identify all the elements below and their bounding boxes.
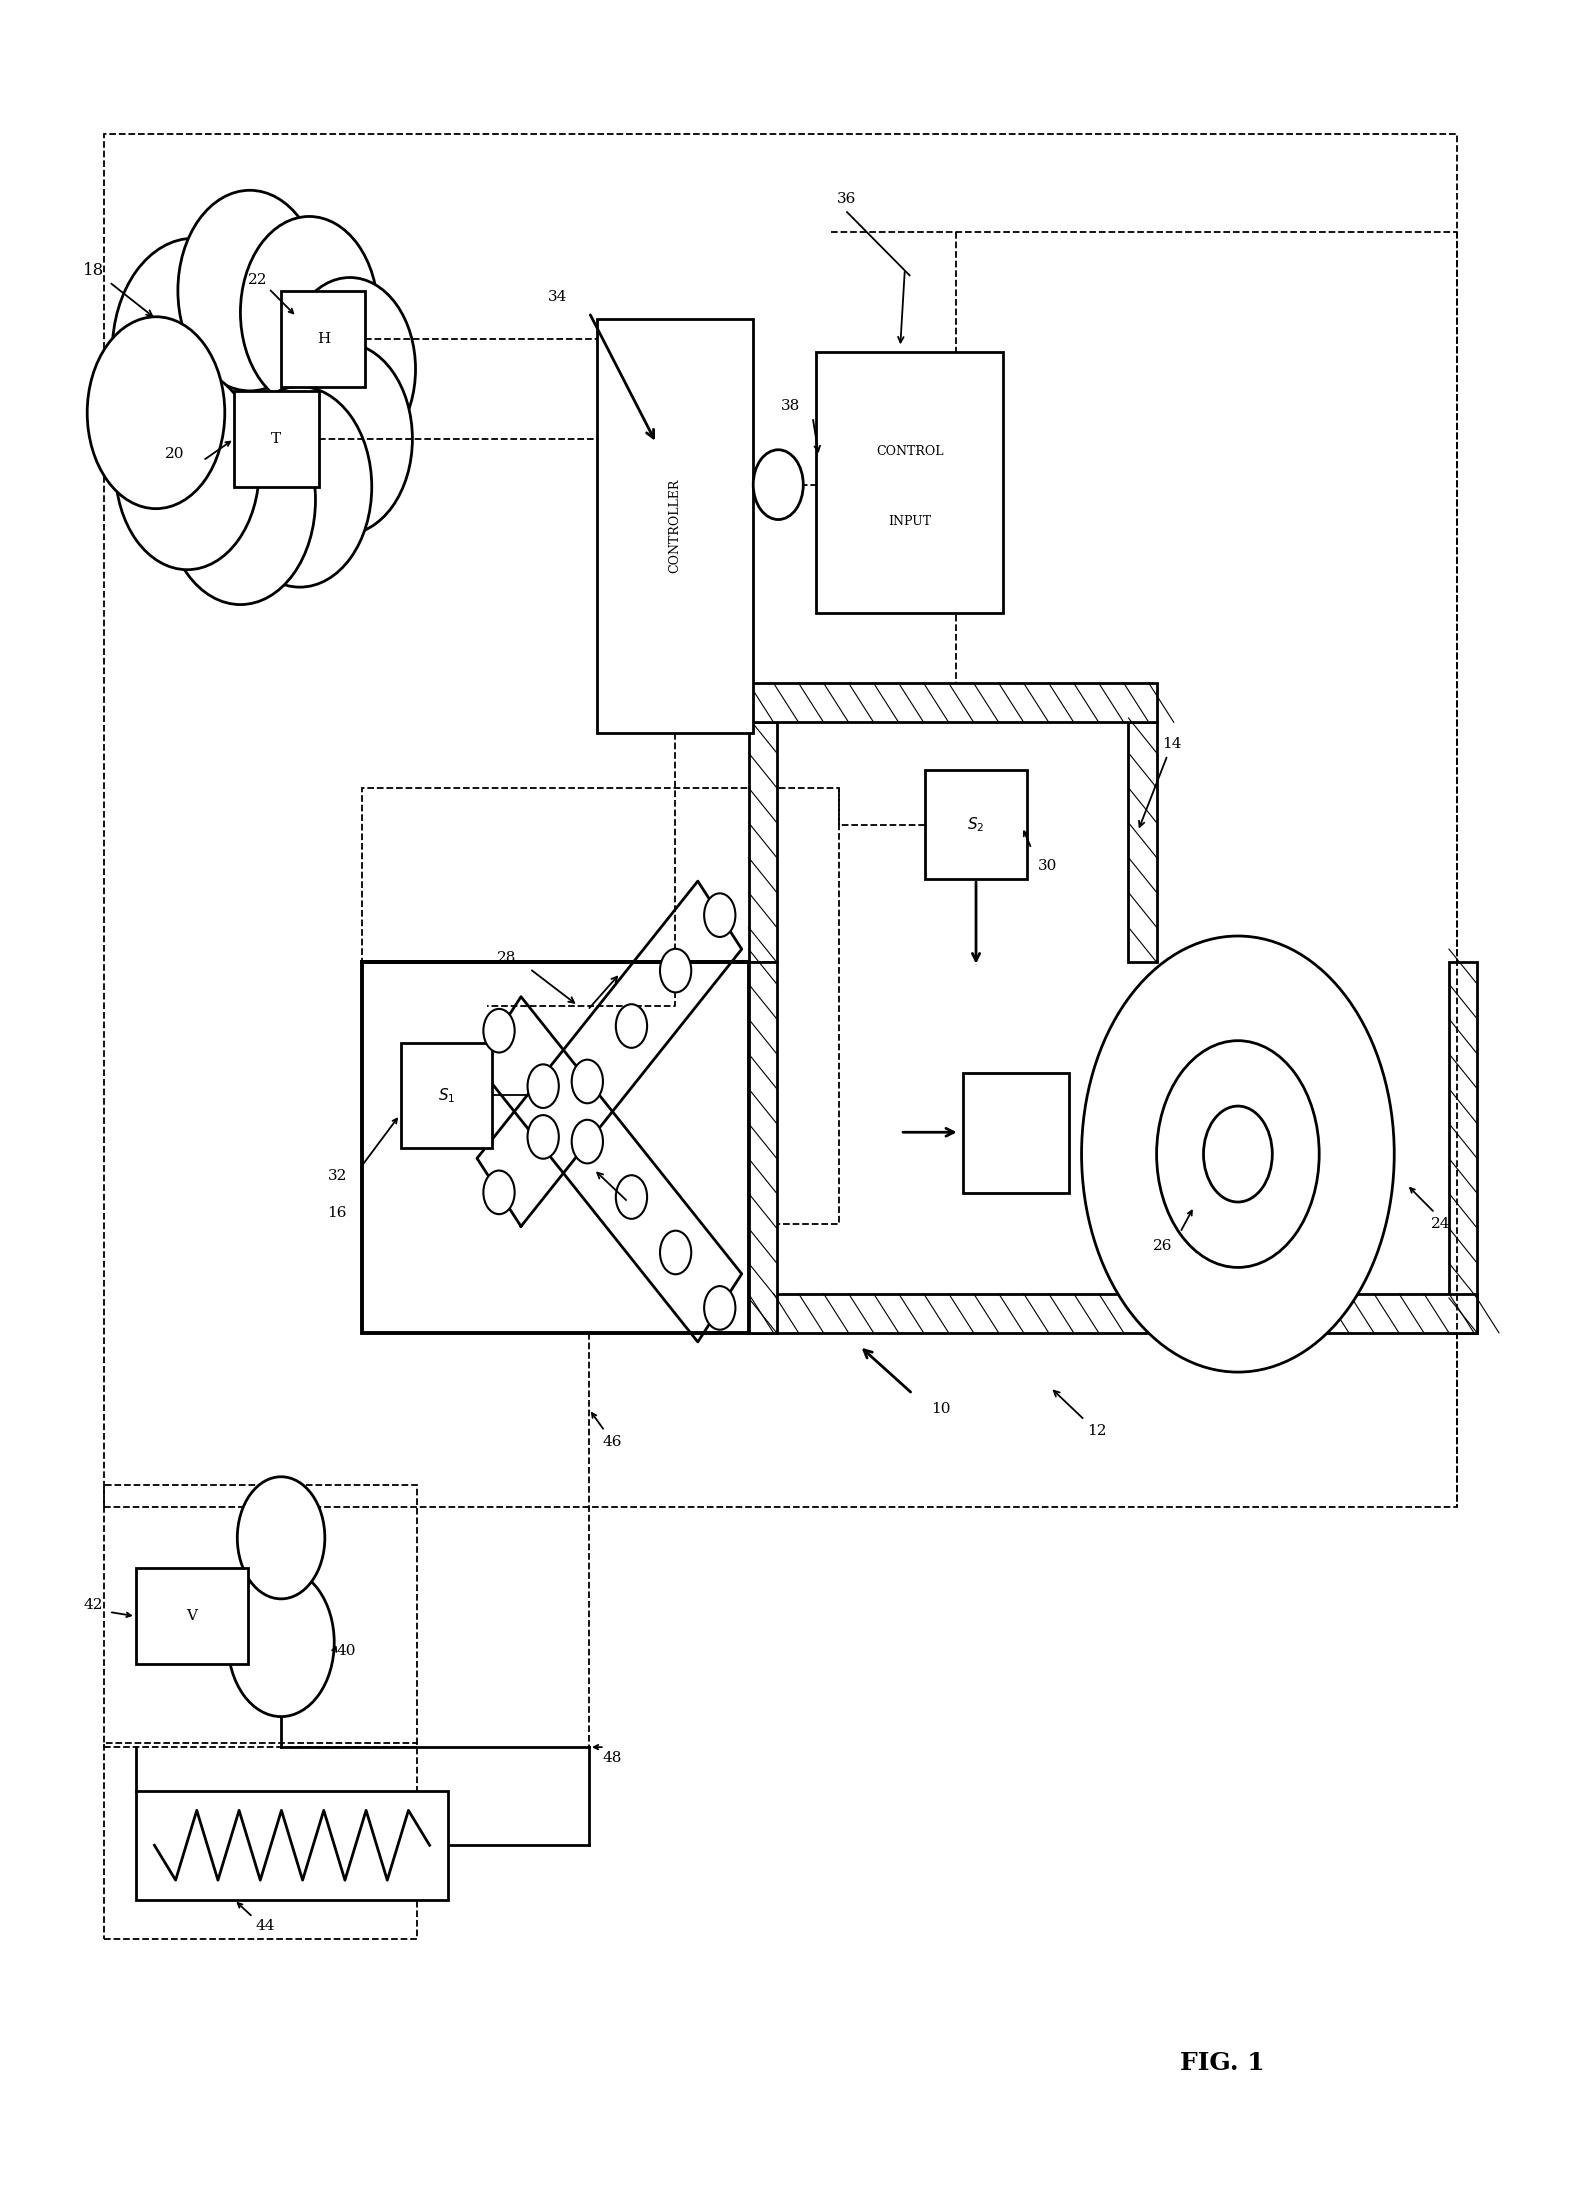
Circle shape: [571, 1060, 602, 1104]
Bar: [402, 1043, 493, 1148]
Ellipse shape: [135, 275, 386, 516]
Circle shape: [113, 238, 275, 466]
Bar: [105, 1486, 417, 1747]
Text: 12: 12: [1087, 1423, 1108, 1438]
Circle shape: [617, 1176, 646, 1220]
Circle shape: [661, 1231, 692, 1274]
Circle shape: [228, 1567, 334, 1716]
Circle shape: [165, 396, 315, 606]
Text: 14: 14: [1163, 737, 1181, 752]
Text: 40: 40: [337, 1644, 356, 1659]
Circle shape: [284, 278, 416, 461]
Circle shape: [571, 1119, 602, 1163]
Text: 36: 36: [838, 192, 857, 205]
Circle shape: [527, 1115, 559, 1159]
Circle shape: [661, 949, 692, 992]
Circle shape: [483, 1170, 515, 1213]
Circle shape: [240, 216, 378, 409]
Circle shape: [753, 450, 803, 520]
Text: $S_2$: $S_2$: [968, 815, 985, 835]
Bar: [748, 682, 1156, 721]
Text: 18: 18: [83, 262, 104, 280]
Circle shape: [704, 1285, 736, 1329]
Bar: [135, 1567, 248, 1664]
Text: 28: 28: [496, 951, 516, 964]
Text: 44: 44: [256, 1919, 275, 1932]
Text: 48: 48: [602, 1751, 623, 1764]
Text: T: T: [271, 433, 281, 446]
Circle shape: [527, 1065, 559, 1108]
Text: 38: 38: [781, 400, 800, 413]
Text: INPUT: INPUT: [888, 516, 930, 529]
Bar: [748, 962, 777, 1333]
Bar: [105, 133, 1456, 1508]
Text: 46: 46: [602, 1434, 623, 1449]
Circle shape: [704, 894, 736, 938]
Circle shape: [275, 343, 413, 536]
Circle shape: [617, 1003, 646, 1047]
Circle shape: [237, 1478, 325, 1598]
Bar: [926, 769, 1026, 879]
Text: $S_1$: $S_1$: [438, 1086, 455, 1104]
Bar: [748, 721, 777, 962]
Bar: [362, 787, 839, 1224]
Bar: [596, 319, 753, 732]
Bar: [281, 291, 366, 387]
Bar: [816, 352, 1004, 614]
Circle shape: [116, 369, 259, 571]
Text: FIG. 1: FIG. 1: [1180, 2050, 1265, 2075]
Circle shape: [177, 190, 322, 391]
Text: 10: 10: [930, 1401, 951, 1417]
Text: CONTROL: CONTROL: [876, 444, 943, 457]
Bar: [362, 962, 748, 1333]
Text: 26: 26: [1153, 1239, 1172, 1253]
Bar: [135, 1790, 449, 1900]
Text: 42: 42: [83, 1598, 104, 1613]
Text: V: V: [187, 1609, 198, 1624]
Circle shape: [1081, 936, 1395, 1373]
Text: CONTROLLER: CONTROLLER: [668, 479, 681, 573]
Bar: [105, 1742, 417, 1939]
Bar: [748, 1294, 1476, 1333]
Text: 16: 16: [328, 1207, 347, 1220]
Text: 20: 20: [165, 448, 185, 461]
Text: 34: 34: [548, 291, 568, 304]
Circle shape: [228, 387, 372, 588]
Text: 24: 24: [1431, 1218, 1451, 1231]
Bar: [963, 1073, 1068, 1194]
Bar: [1128, 721, 1156, 962]
Bar: [234, 391, 319, 487]
Text: 32: 32: [328, 1170, 347, 1183]
Circle shape: [483, 1010, 515, 1051]
Text: 30: 30: [1037, 859, 1058, 872]
Text: H: H: [317, 332, 329, 345]
Bar: [1448, 962, 1476, 1333]
Circle shape: [88, 317, 224, 509]
Text: 22: 22: [248, 273, 267, 286]
